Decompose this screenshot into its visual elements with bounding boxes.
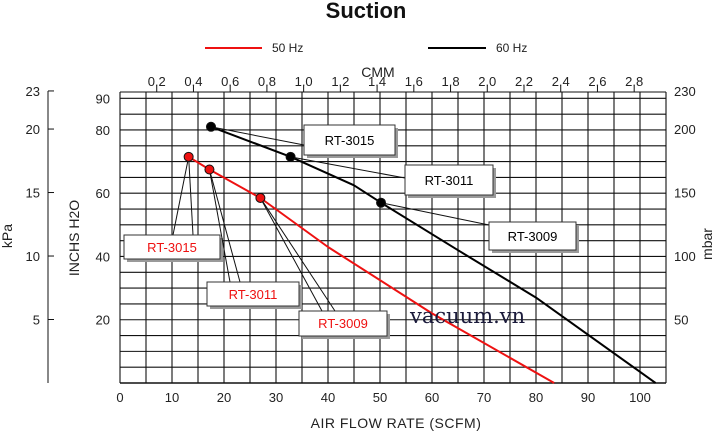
x-tick-label: 0 <box>116 390 123 405</box>
y-tick-label: 20 <box>96 313 110 328</box>
x-tick-label: 70 <box>477 390 491 405</box>
legend-label-50hz: 50 Hz <box>272 41 303 55</box>
callout-leader <box>172 156 190 236</box>
y-axis-label: INCHS H2O <box>66 200 82 276</box>
callout-leader <box>259 197 336 312</box>
top-tick-label: 0.4 <box>184 74 202 89</box>
callout-label: RT-3011 <box>425 173 474 188</box>
callout-leader <box>208 169 231 283</box>
top-axis-label: CMM <box>361 64 394 80</box>
x-tick-label: 60 <box>425 390 439 405</box>
top-tick-label: 1.2 <box>331 74 349 89</box>
watermark-text: vacuum.vn <box>409 304 525 328</box>
data-point-marker <box>204 164 215 175</box>
x-tick-label: 100 <box>629 390 651 405</box>
mbar-axis-label: mbar <box>699 228 715 260</box>
data-point-marker <box>376 197 387 208</box>
callout-box <box>404 164 494 196</box>
mbar-tick-label: 150 <box>674 186 696 201</box>
data-point-marker <box>255 192 266 203</box>
callout-box <box>206 281 300 307</box>
callout-leader <box>208 169 241 283</box>
top-tick-label: 2.8 <box>625 74 643 89</box>
callout-label: RT-3011 <box>229 287 278 302</box>
x-tick-label: 90 <box>581 390 595 405</box>
kpa-tick-label: 20 <box>26 122 40 137</box>
callout-box <box>488 221 577 251</box>
callout-box <box>303 124 396 156</box>
callouts: RT-3015 RT-3011 RT-3009 RT-3015 RT-3011 RT-30… <box>123 121 579 339</box>
series-line-50hz <box>188 155 555 384</box>
top-tick-label: 2.0 <box>478 74 496 89</box>
top-tick-label: 1.8 <box>442 74 460 89</box>
top-tick-label: 2.2 <box>515 74 533 89</box>
mbar-tick-label: 50 <box>674 313 688 328</box>
top-tick-label: 1.6 <box>405 74 423 89</box>
top-tick-label: 1.4 <box>368 74 386 89</box>
callout-leader <box>210 126 305 146</box>
y-tick-label: 80 <box>96 123 110 138</box>
mbar-tick-label: 230 <box>674 84 696 99</box>
x-tick-label: 30 <box>269 390 283 405</box>
callout-leader <box>188 156 194 236</box>
legend-label-60hz: 60 Hz <box>496 41 527 55</box>
x-tick-label: 50 <box>373 390 387 405</box>
callout-box <box>298 310 388 337</box>
y-tick-label: 40 <box>96 249 110 264</box>
kpa-tick-label: 10 <box>26 249 40 264</box>
top-tick-label: 0.2 <box>148 74 166 89</box>
top-tick-label: 2.4 <box>552 74 570 89</box>
kpa-tick-label: 5 <box>33 313 40 328</box>
callout-label: RT-3015 <box>147 240 197 255</box>
top-tick-label: 2.6 <box>588 74 606 89</box>
callout-leader <box>380 202 490 226</box>
x-axis-label: AIR FLOW RATE (SCFM) <box>311 415 482 431</box>
callout-label: RT-3009 <box>508 229 558 244</box>
chart-title: Suction <box>326 0 407 23</box>
data-point-marker <box>183 151 194 162</box>
x-tick-label: 80 <box>529 390 543 405</box>
data-point-marker <box>285 151 296 162</box>
callout-box <box>123 234 221 260</box>
x-tick-label: 20 <box>217 390 231 405</box>
data-point-marker <box>206 121 216 132</box>
tick-labels: 0 10 20 30 40 50 60 70 80 90 100 0.2 0.4 0.6 0.8 1.0 1.2… <box>26 74 696 405</box>
x-tick-label: 40 <box>321 390 335 405</box>
y-tick-label: 60 <box>96 186 110 201</box>
kpa-tick-label: 23 <box>26 84 40 99</box>
y-tick-label: 90 <box>96 91 110 106</box>
legend: 50 Hz 60 Hz <box>205 41 527 55</box>
kpa-axis-label: kPa <box>0 224 15 248</box>
kpa-tick-label: 15 <box>26 186 40 201</box>
callout-leader <box>290 156 406 179</box>
mbar-tick-label: 200 <box>674 122 696 137</box>
top-tick-label: 1.0 <box>295 74 313 89</box>
x-tick-label: 10 <box>165 390 179 405</box>
mbar-tick-label: 100 <box>674 249 696 264</box>
top-tick-label: 0.6 <box>221 74 239 89</box>
callout-label: RT-3009 <box>318 316 368 331</box>
callout-leader <box>259 197 323 312</box>
callout-label: RT-3015 <box>325 133 375 148</box>
top-tick-label: 0.8 <box>258 74 276 89</box>
